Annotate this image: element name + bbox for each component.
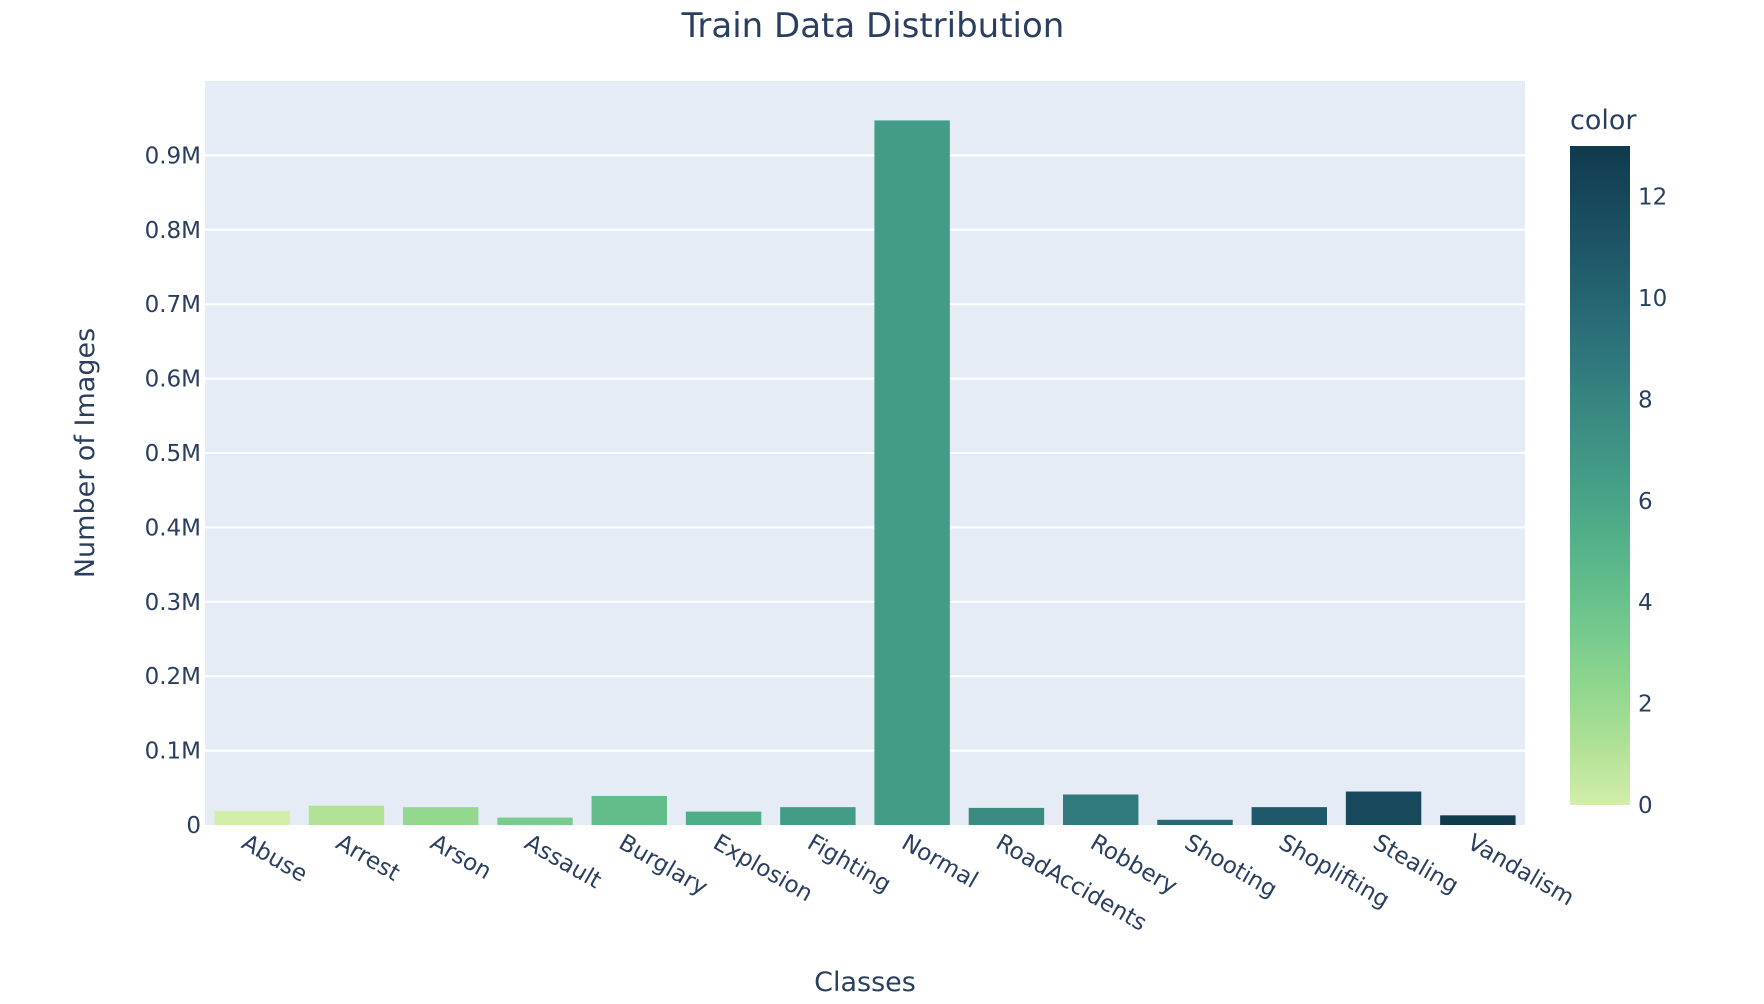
x-tick-label: Abuse	[237, 830, 312, 888]
x-axis-ticks: Abuse Arrest Arson Assault BurglaryExplosion…	[237, 830, 1578, 937]
x-tick-label: Arrest	[331, 830, 404, 887]
bar-normal	[874, 120, 950, 825]
colorbar-ticks: 0 2 4 6 8 10 12	[1638, 185, 1667, 819]
colorbar-tick-label: 12	[1638, 185, 1667, 211]
bar-stealing	[1345, 791, 1422, 825]
bar-shoplifting	[1251, 807, 1327, 825]
x-tick-label: Vandalism	[1463, 830, 1579, 912]
colorbar-tick-label: 4	[1638, 590, 1653, 616]
y-tick-label: 0.1M	[145, 739, 201, 765]
y-axis-title: Number of Images	[70, 328, 101, 578]
colorbar-tick-label: 8	[1638, 387, 1653, 413]
y-tick-label: 0.4M	[145, 515, 201, 541]
bar-assault	[497, 817, 573, 825]
y-tick-label: 0.6M	[145, 367, 201, 393]
gridlines	[205, 154, 1525, 752]
colorbar-title: color	[1570, 105, 1637, 136]
y-tick-label: 0	[186, 813, 201, 839]
x-tick-label: Assault	[520, 830, 606, 894]
y-tick-label: 0.7M	[145, 292, 201, 318]
colorbar-gradient	[1570, 146, 1630, 805]
colorbar: color 0 2 4 6 8 10 12	[1570, 105, 1667, 819]
bar-arson	[403, 807, 479, 825]
y-tick-label: 0.8M	[145, 218, 201, 244]
y-tick-label: 0.5M	[145, 441, 201, 467]
colorbar-tick-label: 6	[1638, 489, 1653, 515]
x-tick-label: Normal	[897, 830, 982, 894]
bars	[214, 120, 1516, 825]
x-tick-label: Shooting	[1180, 830, 1281, 903]
bar-explosion	[685, 811, 762, 825]
y-tick-label: 0.2M	[145, 664, 201, 690]
x-tick-label: Arson	[426, 830, 496, 885]
bar-fighting	[780, 807, 856, 825]
chart-title: Train Data Distribution	[681, 6, 1065, 46]
x-axis-title: Classes	[814, 967, 916, 998]
x-tick-label: Burglary	[614, 830, 711, 901]
bar-robbery	[1063, 794, 1139, 825]
bar-shooting	[1157, 819, 1233, 825]
bar-vandalism	[1440, 815, 1516, 825]
colorbar-tick-label: 2	[1638, 692, 1653, 718]
bar-arrest	[308, 805, 385, 825]
y-axis-ticks: 0 0.1M 0.2M 0.3M 0.4M 0.5M 0.6M 0.7M 0.8M 0.9M	[145, 143, 201, 839]
bar-burglary	[591, 795, 667, 825]
x-tick-label: Fighting	[803, 830, 895, 898]
colorbar-tick-label: 10	[1638, 286, 1667, 312]
bar-abuse	[214, 810, 290, 825]
y-tick-label: 0.3M	[145, 590, 201, 616]
y-tick-label: 0.9M	[145, 143, 201, 169]
x-tick-label: Explosion	[709, 830, 817, 908]
colorbar-tick-label: 0	[1638, 793, 1653, 819]
bar-roadaccidents	[968, 807, 1045, 825]
